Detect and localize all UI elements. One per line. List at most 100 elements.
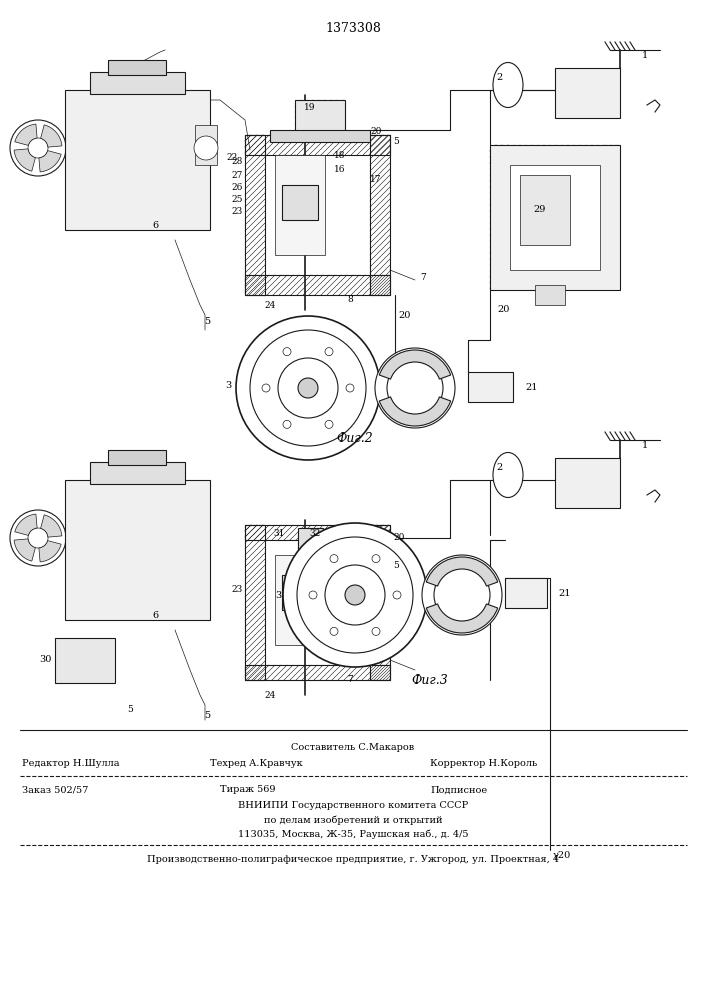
Circle shape — [28, 138, 48, 158]
Text: 5: 5 — [127, 706, 133, 714]
Text: 5: 5 — [393, 560, 399, 570]
Text: 113035, Москва, Ж-35, Раушская наб., д. 4/5: 113035, Москва, Ж-35, Раушская наб., д. … — [238, 829, 468, 839]
Text: Фиг.2: Фиг.2 — [337, 432, 373, 444]
Text: 23: 23 — [232, 585, 243, 594]
Text: 24: 24 — [264, 690, 276, 700]
Circle shape — [346, 384, 354, 392]
Wedge shape — [15, 124, 37, 145]
Circle shape — [10, 510, 66, 566]
Text: 2: 2 — [497, 74, 503, 83]
Text: γ20: γ20 — [553, 850, 571, 859]
Bar — [282, 575, 318, 610]
Text: 31: 31 — [274, 528, 285, 538]
Text: Редактор Н.Шулла: Редактор Н.Шулла — [22, 760, 119, 768]
Circle shape — [283, 420, 291, 428]
Text: 23: 23 — [232, 208, 243, 217]
Bar — [245, 525, 265, 680]
Wedge shape — [15, 514, 37, 535]
Circle shape — [194, 136, 218, 160]
Circle shape — [372, 627, 380, 635]
Text: 3: 3 — [275, 590, 281, 599]
Bar — [245, 135, 390, 155]
Text: 16: 16 — [334, 165, 346, 174]
Text: 5: 5 — [204, 710, 210, 720]
Text: Фиг.3: Фиг.3 — [411, 674, 448, 686]
Text: 18: 18 — [334, 150, 346, 159]
Text: 22: 22 — [227, 152, 238, 161]
Text: 5: 5 — [204, 318, 210, 326]
Wedge shape — [40, 515, 62, 537]
Circle shape — [278, 358, 338, 418]
Text: 6: 6 — [152, 610, 158, 619]
Text: 27: 27 — [232, 170, 243, 180]
Text: 6: 6 — [152, 221, 158, 230]
Bar — [245, 275, 390, 295]
Text: Подписное: Подписное — [430, 786, 487, 794]
Wedge shape — [14, 539, 35, 561]
Circle shape — [325, 420, 333, 428]
Wedge shape — [379, 397, 450, 426]
Text: по делам изобретений и открытий: по делам изобретений и открытий — [264, 815, 443, 825]
Wedge shape — [426, 604, 498, 633]
Bar — [108, 60, 166, 75]
Bar — [245, 135, 265, 295]
Text: 19: 19 — [304, 104, 316, 112]
Circle shape — [309, 591, 317, 599]
Circle shape — [387, 360, 443, 416]
Circle shape — [283, 523, 427, 667]
Bar — [298, 528, 323, 558]
Text: 20: 20 — [497, 306, 509, 314]
Text: 8: 8 — [347, 296, 353, 304]
Text: 3: 3 — [225, 380, 231, 389]
Circle shape — [298, 378, 318, 398]
Bar — [275, 155, 325, 255]
Bar — [55, 638, 115, 683]
Text: 2: 2 — [497, 464, 503, 473]
Text: ВНИИПИ Государственного комитета СССР: ВНИИПИ Государственного комитета СССР — [238, 802, 468, 810]
Bar — [510, 165, 600, 270]
Text: 17: 17 — [370, 176, 382, 184]
Bar — [555, 68, 620, 118]
Text: 7: 7 — [420, 273, 426, 282]
Text: Тираж 569: Тираж 569 — [220, 786, 276, 794]
Circle shape — [262, 384, 270, 392]
Text: 20: 20 — [399, 310, 411, 320]
Text: 1: 1 — [642, 440, 648, 450]
Text: Составитель С.Макаров: Составитель С.Макаров — [291, 744, 414, 752]
Bar — [370, 135, 390, 295]
Text: 28: 28 — [232, 157, 243, 166]
Text: 5: 5 — [393, 137, 399, 146]
Text: 20: 20 — [393, 534, 404, 542]
Wedge shape — [40, 125, 62, 147]
Bar — [468, 372, 513, 402]
Wedge shape — [39, 541, 62, 562]
Circle shape — [345, 585, 365, 605]
Text: 26: 26 — [232, 184, 243, 192]
Circle shape — [283, 348, 291, 356]
Text: 1: 1 — [642, 50, 648, 60]
Bar — [108, 450, 166, 465]
Circle shape — [325, 565, 385, 625]
Bar — [505, 578, 547, 608]
Bar — [195, 125, 217, 165]
Wedge shape — [379, 350, 450, 379]
Bar — [370, 525, 390, 680]
Circle shape — [372, 555, 380, 563]
Circle shape — [28, 528, 48, 548]
Wedge shape — [426, 557, 498, 586]
Ellipse shape — [493, 452, 523, 497]
Bar — [490, 145, 620, 290]
Circle shape — [325, 348, 333, 356]
Text: Техред А.Кравчук: Техред А.Кравчук — [210, 760, 303, 768]
Bar — [535, 285, 565, 305]
Bar — [90, 462, 185, 484]
Circle shape — [422, 555, 502, 635]
Text: 21: 21 — [525, 382, 537, 391]
Text: 25: 25 — [231, 196, 243, 205]
Circle shape — [236, 316, 380, 460]
Text: 32: 32 — [310, 528, 321, 538]
Circle shape — [393, 591, 401, 599]
Text: 30: 30 — [40, 656, 52, 664]
Text: 7: 7 — [347, 676, 353, 684]
Circle shape — [375, 348, 455, 428]
